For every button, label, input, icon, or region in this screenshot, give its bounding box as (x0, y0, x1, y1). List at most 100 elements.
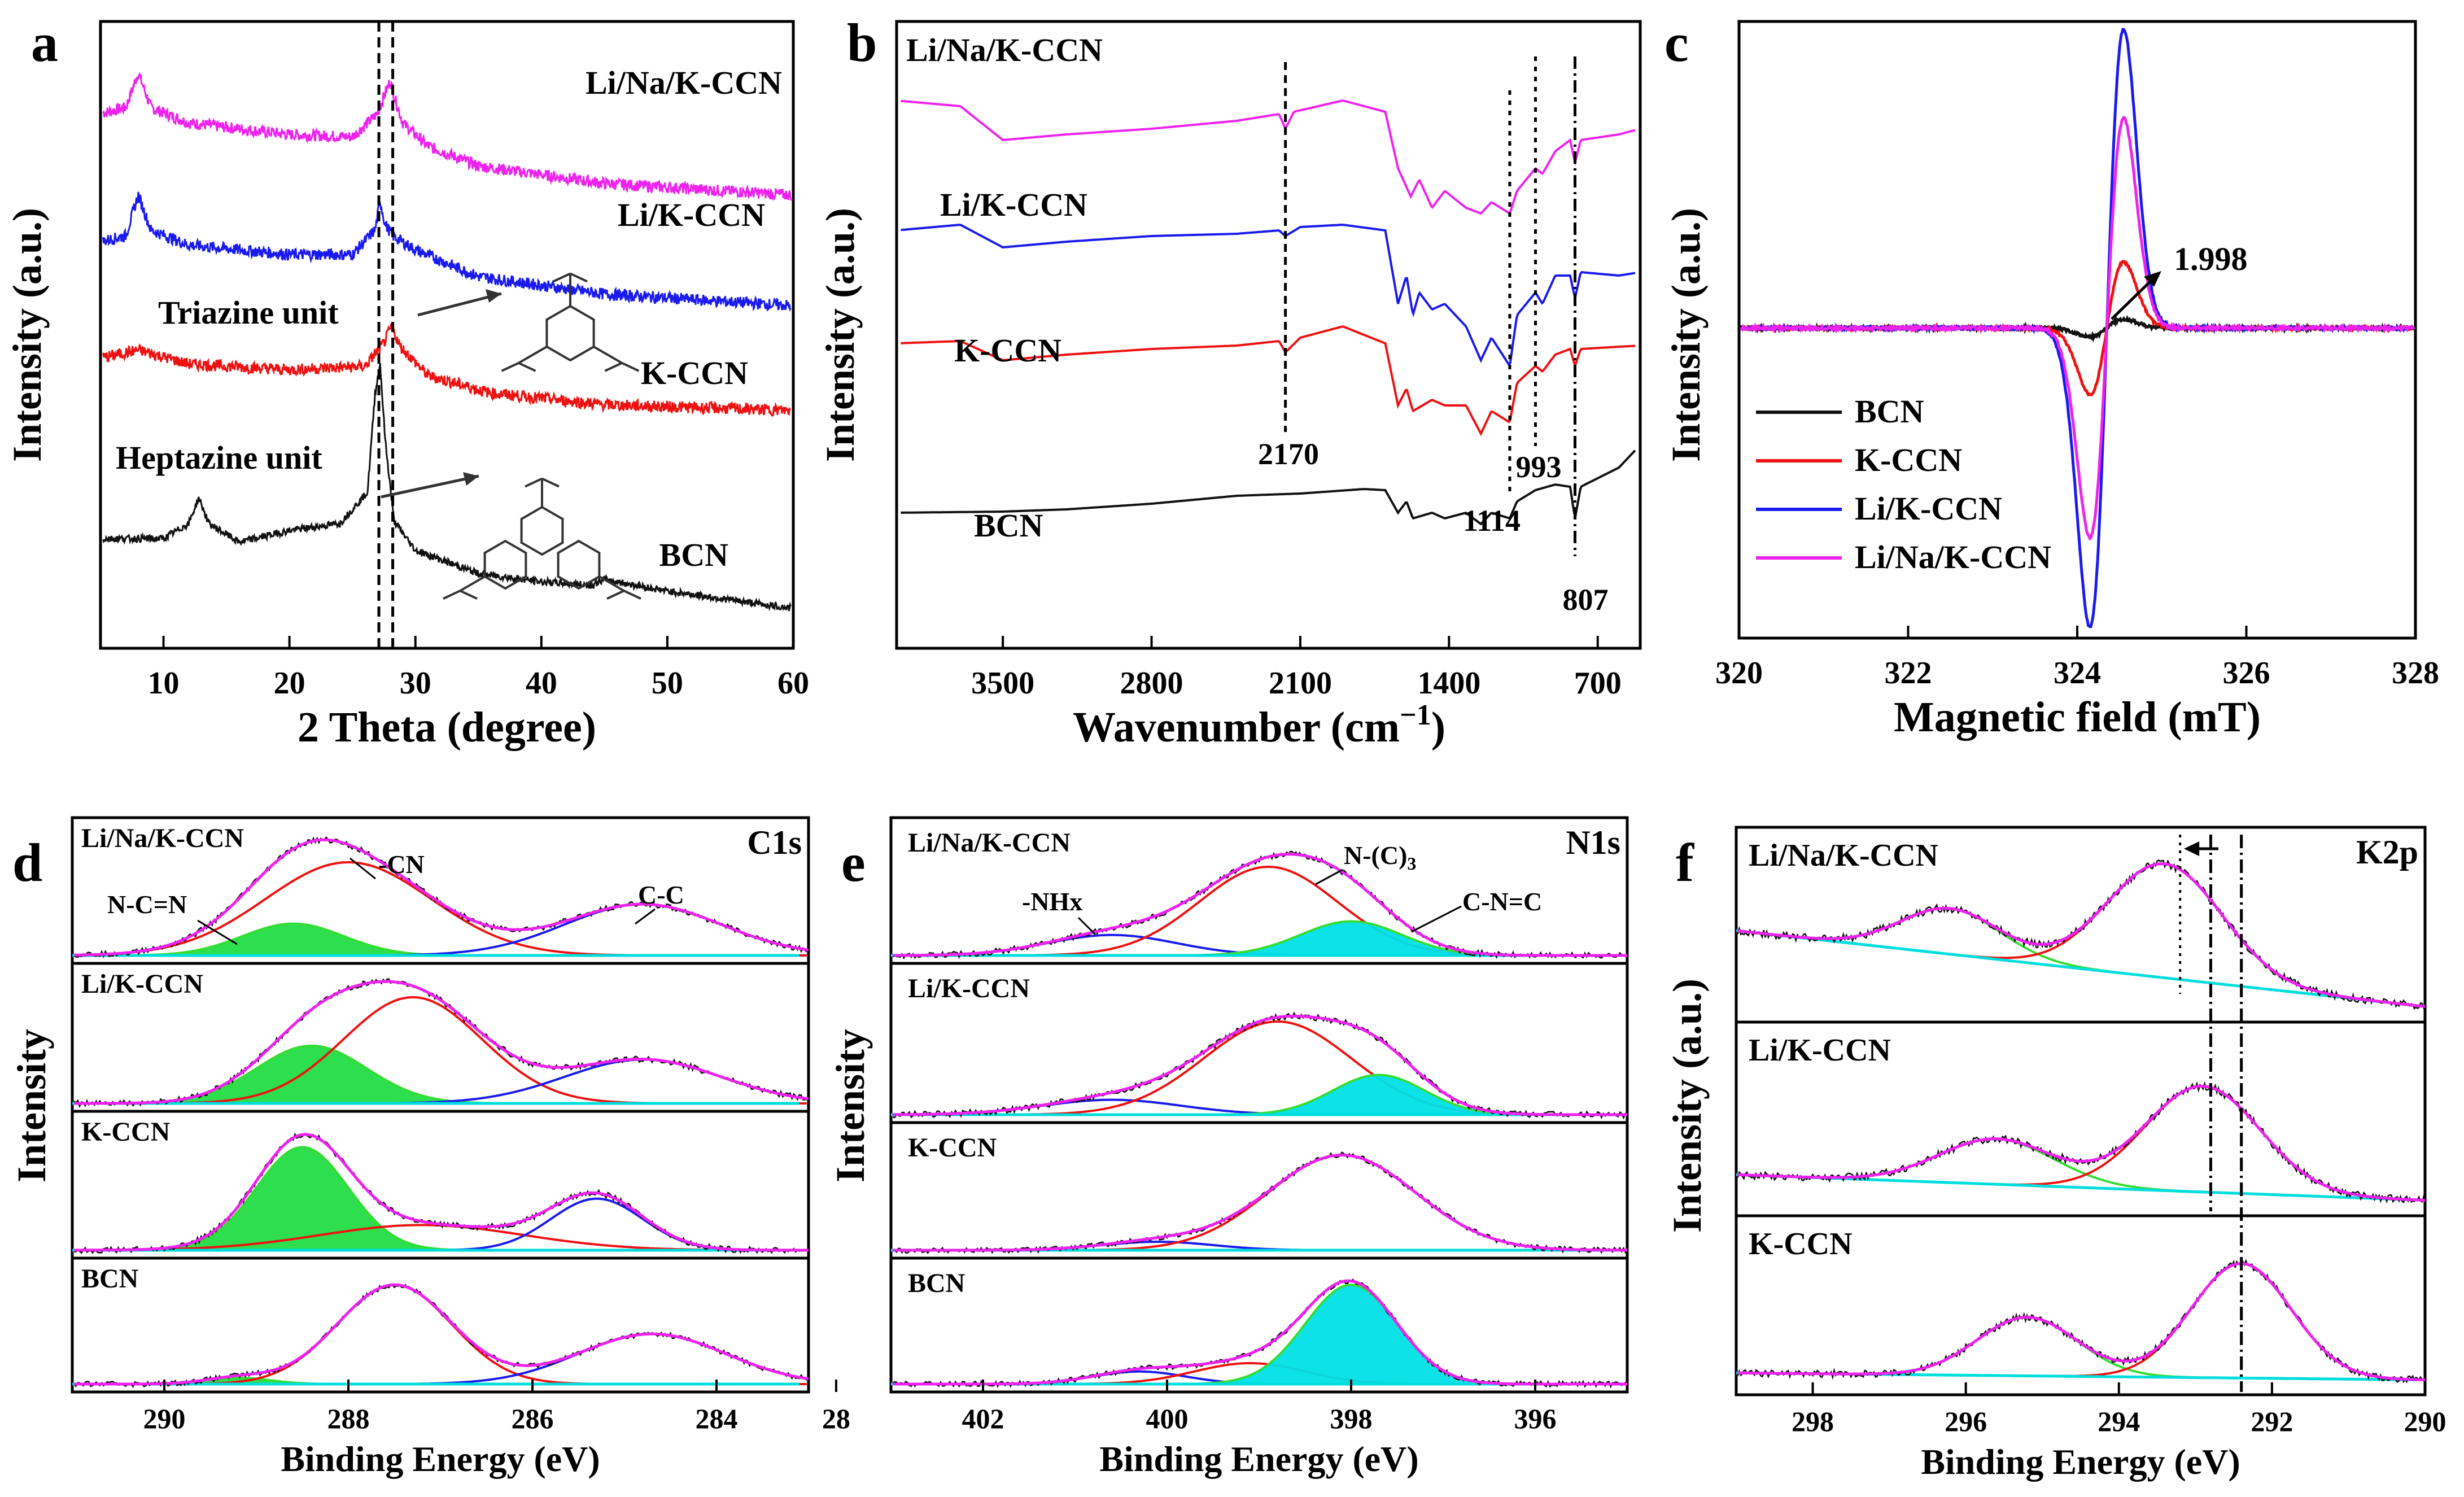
x-tick-label: 288 (327, 1403, 370, 1434)
series-line-BCN (901, 449, 1636, 526)
bond (541, 477, 560, 488)
x-tick-label: 396 (1514, 1403, 1557, 1434)
annotation: N-(C)3 (1344, 841, 1416, 874)
series-line-K-CCN (102, 322, 791, 417)
element-label: C1s (747, 824, 802, 861)
bond (518, 361, 536, 372)
y-axis-label: Intensity (a.u.) (1664, 979, 1710, 1233)
bond (604, 361, 623, 372)
arrow-head (486, 289, 501, 303)
subpanel-label: K-CCN (908, 1133, 997, 1163)
x-axis-label: Magnetic field (mT) (1894, 693, 2261, 741)
fit-component (893, 1154, 1626, 1251)
x-tick-label: 324 (2054, 656, 2101, 691)
subpanel-label: Li/K-CCN (1749, 1033, 1891, 1068)
series-label: Li/Na/K-CCN (906, 32, 1103, 68)
fit-component (74, 1284, 807, 1385)
envelope (893, 1279, 1627, 1386)
baseline (1736, 1173, 2418, 1202)
fit-component (1737, 862, 2424, 1008)
annotation-g-value: 1.998 (2174, 241, 2248, 277)
peak-fill (1240, 1075, 1517, 1115)
x-tick-label: 10 (148, 666, 180, 701)
subpanel-label: Li/K-CCN (908, 974, 1030, 1003)
fit-component (74, 1146, 807, 1251)
x-tick-label: 290 (2404, 1406, 2446, 1437)
annotation-pointer (1077, 916, 1096, 936)
bond (518, 346, 548, 364)
series-label: K-CCN (641, 355, 748, 391)
envelope (1737, 1084, 2426, 1202)
x-tick-label: 294 (2098, 1406, 2140, 1437)
panel-label-c: c (1664, 12, 1689, 73)
x-axis-label: Wavenumber (cm−1) (1073, 699, 1445, 751)
bond (606, 590, 624, 600)
peak-label: 2170 (1258, 437, 1319, 471)
envelope (893, 853, 1627, 957)
x-tick-label: 40 (526, 666, 557, 701)
panel-label-a: a (31, 12, 58, 73)
ring (545, 304, 595, 362)
baseline (1736, 929, 2418, 1007)
series-label: Li/Na/K-CCN (586, 64, 782, 101)
x-tick-label: 322 (1885, 656, 1932, 691)
peak-fill (1213, 1285, 1489, 1384)
annotation-triazine: Triazine unit (158, 294, 339, 331)
annotation: -NHx (1022, 887, 1082, 916)
arrow-line (417, 292, 502, 317)
ring (483, 539, 527, 590)
heptazine-structure-icon (443, 539, 527, 600)
bond (598, 575, 625, 592)
x-tick-label: 328 (2392, 656, 2439, 691)
envelope (893, 1154, 1627, 1252)
subpanel-label: K-CCN (81, 1117, 171, 1147)
peak-fill (146, 1045, 478, 1103)
element-label: K2p (2356, 833, 2418, 871)
x-tick-label: 2100 (1269, 666, 1332, 701)
envelope (74, 838, 809, 957)
raw-spectrum (1737, 859, 2426, 1010)
raw-spectrum (892, 1011, 1628, 1120)
x-tick-label: 298 (1792, 1406, 1834, 1437)
envelope (74, 980, 809, 1105)
annotation-heptazine: Heptazine unit (116, 439, 322, 476)
x-tick-label: 398 (1330, 1403, 1373, 1434)
y-axis-label: Intensity (a.u.) (1663, 208, 1709, 462)
bond (501, 361, 519, 372)
annotation-pointer (349, 857, 376, 880)
series-label: Li/K-CCN (618, 197, 765, 233)
x-tick-label: 28 (822, 1403, 850, 1434)
subpanel-label: Li/Na/K-CCN (81, 823, 244, 853)
series-line-Li/K-CCN (102, 191, 792, 312)
series-label: BCN (659, 536, 729, 573)
peak-label: 807 (1563, 583, 1609, 617)
panel-label-b: b (847, 12, 877, 73)
x-tick-label: 1400 (1417, 666, 1480, 701)
x-tick-label: 700 (1574, 666, 1622, 701)
x-tick-label: 284 (696, 1403, 738, 1434)
x-tick-label: 402 (962, 1403, 1004, 1434)
x-tick-label: 60 (777, 666, 809, 701)
series-label: Li/K-CCN (940, 186, 1087, 223)
subpanel-label: K-CCN (1749, 1227, 1853, 1262)
fit-component (74, 1044, 807, 1105)
raw-spectrum (74, 1132, 809, 1254)
raw-spectrum (1737, 1259, 2426, 1384)
x-tick-label: 50 (652, 666, 683, 701)
x-tick-label: 292 (2251, 1406, 2293, 1437)
x-tick-label: 320 (1715, 656, 1763, 691)
fit-component (1737, 1138, 2424, 1202)
subpanel-frame (71, 1256, 810, 1394)
shift-arrow-head (2184, 841, 2200, 856)
annotation: N-C=N (107, 890, 187, 919)
subpanel-label: Li/K-CCN (81, 969, 203, 999)
x-tick-label: 20 (274, 666, 305, 701)
x-tick-label: 286 (512, 1403, 554, 1434)
annotation: C-N=C (1462, 887, 1542, 916)
y-axis-label: Intensity (9, 1029, 54, 1182)
annotation-pointer (635, 908, 656, 925)
element-label: N1s (1566, 824, 1620, 861)
x-tick-label: 296 (1945, 1406, 1987, 1437)
series-line-Li/Na/K-CCN (102, 72, 792, 202)
panel-b-frame (895, 20, 1642, 650)
